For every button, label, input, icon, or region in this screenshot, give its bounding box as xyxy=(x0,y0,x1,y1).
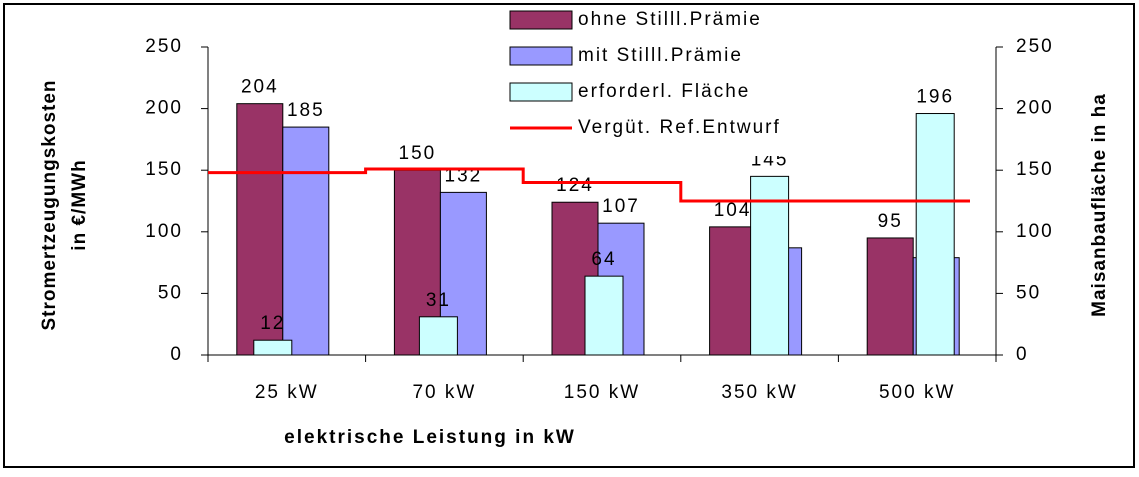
x-tick-label: 70 kW xyxy=(412,382,476,403)
y2-tick-label: 200 xyxy=(1016,98,1054,119)
bar xyxy=(750,175,790,356)
bar xyxy=(253,339,293,356)
bar xyxy=(584,275,624,356)
bar xyxy=(418,316,458,356)
line xyxy=(208,167,970,203)
y2-tick-label: 100 xyxy=(1016,221,1054,242)
data-label: 31 xyxy=(426,290,451,311)
y2-tick-label: 50 xyxy=(1016,282,1041,303)
y2-tick-label: 250 xyxy=(1016,36,1054,57)
y-tick-label: 100 xyxy=(145,221,183,242)
y2-axis-title: Maisanbaufläche in ha xyxy=(1089,93,1110,317)
data-label: 107 xyxy=(602,196,640,217)
x-tick-label: 150 kW xyxy=(564,382,640,403)
bar xyxy=(709,226,757,356)
y2-tick-label: 0 xyxy=(1016,344,1029,365)
y-tick-label: 50 xyxy=(158,282,183,303)
bar xyxy=(282,126,330,356)
x-tick-label: 500 kW xyxy=(879,382,955,403)
data-label: 124 xyxy=(556,175,594,196)
y2-tick-label: 150 xyxy=(1016,159,1054,180)
data-label: 196 xyxy=(916,87,954,108)
y-tick-label: 200 xyxy=(145,98,183,119)
y-tick-label: 150 xyxy=(145,159,183,180)
legend-label: Vergüt. Ref.Entwurf xyxy=(578,117,781,138)
legend-label: mit Stilll.Prämie xyxy=(578,45,743,66)
data-label: 132 xyxy=(445,165,483,186)
data-label: 64 xyxy=(591,249,616,270)
legend-swatch xyxy=(509,46,573,66)
bar xyxy=(915,113,955,356)
data-label: 204 xyxy=(241,77,279,98)
data-label: 150 xyxy=(399,143,437,164)
data-label: 185 xyxy=(287,100,325,121)
legend-swatch xyxy=(509,10,573,30)
x-tick-label: 350 kW xyxy=(721,382,797,403)
data-label: 104 xyxy=(714,200,752,221)
legend-swatch xyxy=(509,82,573,102)
data-label: 95 xyxy=(878,211,903,232)
x-axis-title: elektrische Leistung in kW xyxy=(284,427,576,448)
y-tick-label: 250 xyxy=(145,36,183,57)
legend-label: erforderl. Fläche xyxy=(578,81,750,102)
bar xyxy=(866,237,914,356)
legend-box xyxy=(505,8,855,156)
y-tick-label: 0 xyxy=(170,344,183,365)
y-axis-title: Stromertzeugungskosten xyxy=(39,79,60,330)
x-tick-label: 25 kW xyxy=(255,382,319,403)
legend-label: ohne Stilll.Prämie xyxy=(578,9,762,30)
data-label: 12 xyxy=(260,313,285,334)
y-axis-title: in €/MWh xyxy=(69,159,90,250)
